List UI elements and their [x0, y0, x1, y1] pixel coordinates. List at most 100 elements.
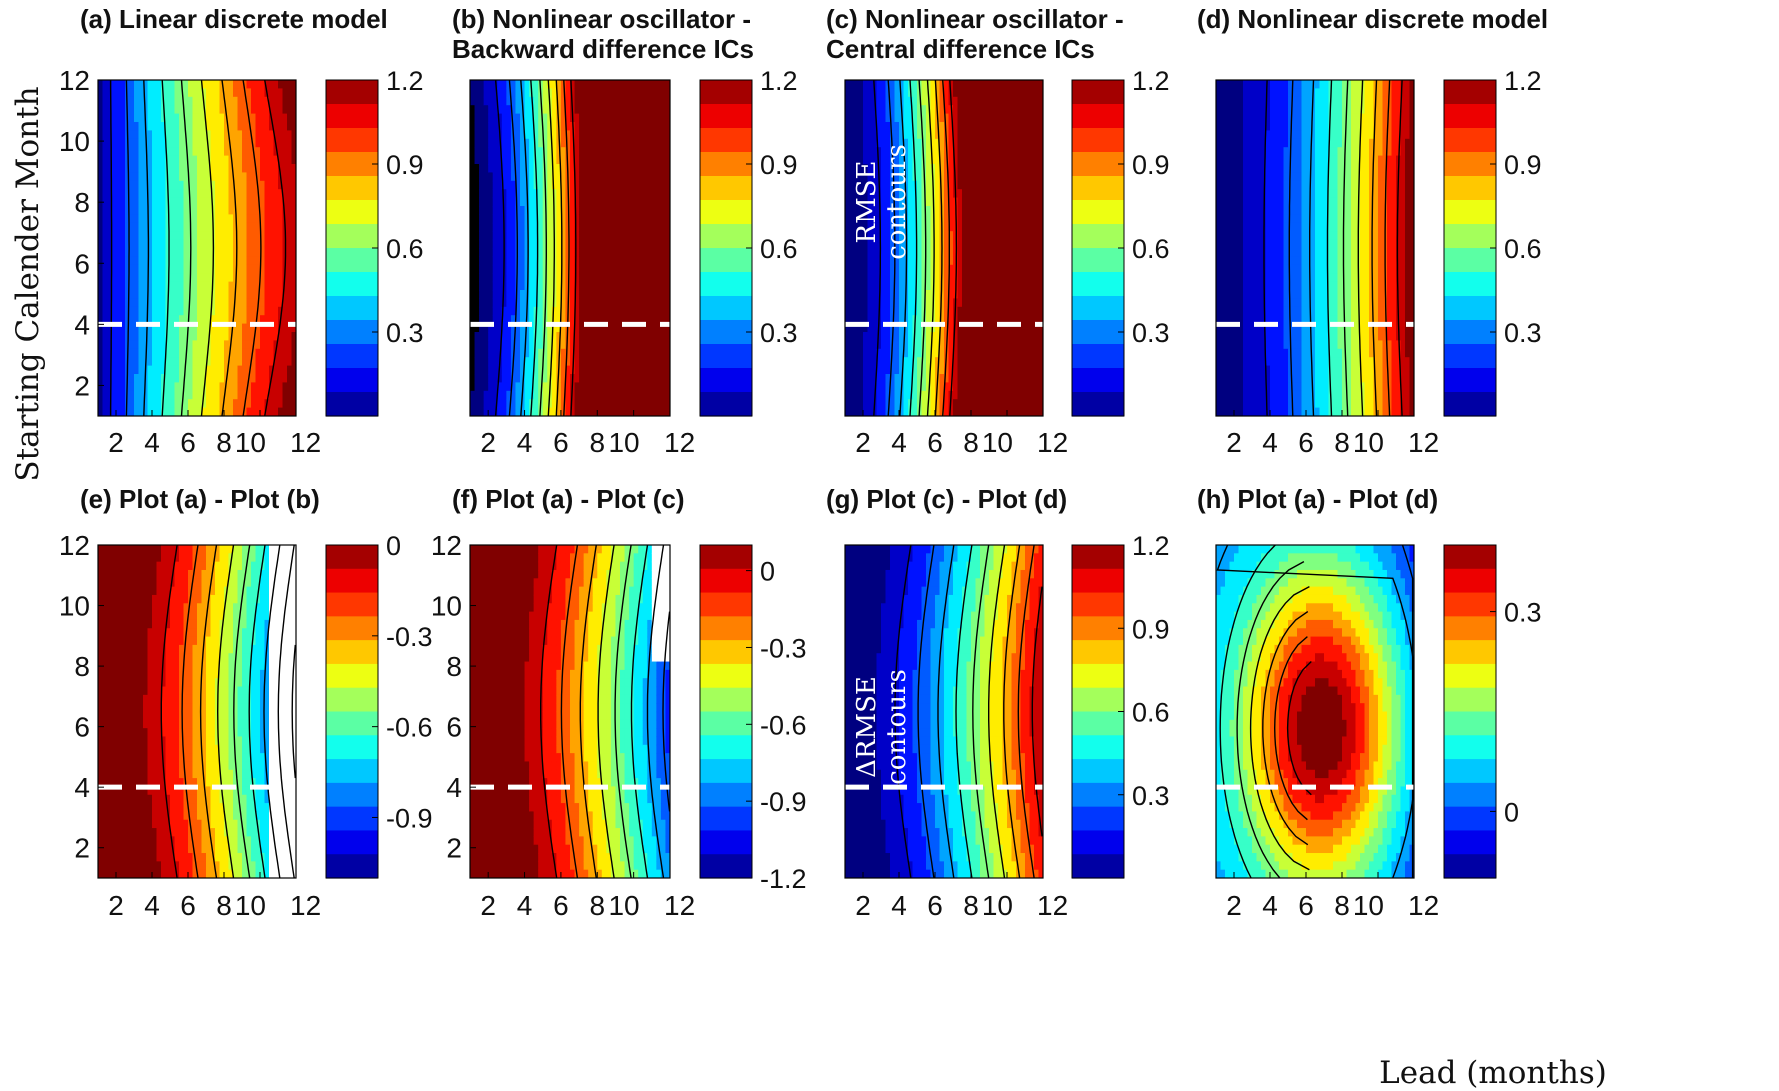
heatmap-cells-b	[470, 80, 670, 416]
colorbar-tick-e-2: -0.6	[386, 713, 433, 743]
x-axis-label: Lead (months)	[1379, 1055, 1607, 1091]
y-tick-e-12: 12	[59, 530, 90, 561]
panel-title-b: (b) Nonlinear oscillator -	[452, 4, 751, 34]
y-tick-e-8: 8	[74, 651, 90, 682]
x-tick-h-12: 12	[1408, 890, 1439, 921]
y-tick-a-8: 8	[74, 187, 90, 218]
x-tick-g-10: 10	[982, 890, 1013, 921]
colorbar-tick-f-0: 0	[760, 557, 775, 587]
x-tick-a-8: 8	[216, 427, 232, 458]
heatmap-cells-f	[470, 545, 670, 878]
x-tick-f-10: 10	[608, 890, 639, 921]
contour-lines-f	[540, 545, 670, 878]
x-tick-b-4: 4	[517, 427, 533, 458]
colorbar-c: 1.2 0.9 0.6 0.3	[1071, 66, 1170, 417]
plot-frame-e	[97, 544, 297, 879]
colorbar-d: 1.2 0.9 0.6 0.3	[1443, 66, 1542, 417]
panel-title-c: Central difference ICs	[826, 34, 1095, 64]
colorbar-f: 0 -0.3 -0.6 -0.9 -1.2	[699, 544, 807, 894]
x-tick-f-8: 8	[589, 890, 605, 921]
heatmap-cells-g	[845, 545, 1043, 878]
x-tick-d-2: 2	[1226, 427, 1242, 458]
x-tick-b-8: 8	[589, 427, 605, 458]
x-tick-d-10: 10	[1353, 427, 1384, 458]
contour-lines-h	[1216, 545, 1414, 878]
plot-frame-d	[1215, 79, 1415, 417]
panel-h: (h) Plot (a) - Plot (d)2 4 6 8 10 120.30	[1197, 484, 1542, 921]
x-tick-e-10: 10	[235, 890, 266, 921]
x-tick-f-4: 4	[517, 890, 533, 921]
panel-c: (c) Nonlinear oscillator -Central differ…	[826, 4, 1170, 458]
x-tick-b-12: 12	[664, 427, 695, 458]
x-tick-b-6: 6	[553, 427, 569, 458]
x-tick-h-10: 10	[1353, 890, 1384, 921]
colorbar-tick-e-3: -0.9	[386, 803, 433, 833]
x-tick-c-4: 4	[891, 427, 907, 458]
x-tick-e-6: 6	[180, 890, 196, 921]
colorbar-tick-d-3: 0.3	[1504, 318, 1542, 348]
colorbar-tick-b-3: 0.3	[760, 318, 798, 348]
colorbar-g: 1.2 0.9 0.6 0.3	[1071, 531, 1170, 879]
contour-lines-e	[160, 545, 296, 878]
y-tick-f-2: 2	[446, 833, 462, 864]
x-tick-g-12: 12	[1037, 890, 1068, 921]
x-tick-g-2: 2	[855, 890, 871, 921]
panel-d: (d) Nonlinear discrete model 2 4 6 8 10 12 1.2 0…	[1197, 4, 1548, 458]
y-tick-f-6: 6	[446, 712, 462, 743]
panel-f: (f) Plot (a) - Plot (c)2 4 6 8 10 12246810120…	[431, 484, 807, 921]
x-tick-e-8: 8	[216, 890, 232, 921]
y-tick-a-6: 6	[74, 248, 90, 279]
plot-frame-f	[469, 544, 671, 879]
y-tick-e-6: 6	[74, 712, 90, 743]
panel-title-e: (e) Plot (a) - Plot (b)	[80, 484, 320, 514]
colorbar-tick-g-3: 0.3	[1132, 781, 1170, 811]
panel-b: (b) Nonlinear oscillator -Backward diffe…	[452, 4, 798, 458]
colorbar-tick-b-0: 1.2	[760, 66, 798, 96]
x-tick-e-12: 12	[290, 890, 321, 921]
x-tick-h-6: 6	[1298, 890, 1314, 921]
colorbar-e: 0 -0.3 -0.6 -0.9	[325, 531, 433, 879]
x-tick-h-8: 8	[1334, 890, 1350, 921]
x-tick-g-8: 8	[963, 890, 979, 921]
x-tick-f-12: 12	[664, 890, 695, 921]
x-tick-d-12: 12	[1408, 427, 1439, 458]
x-tick-a-12: 12	[290, 427, 321, 458]
y-tick-f-12: 12	[431, 530, 462, 561]
colorbar-h: 0.30	[1443, 544, 1542, 879]
x-tick-c-12: 12	[1037, 427, 1068, 458]
x-tick-h-2: 2	[1226, 890, 1242, 921]
colorbar-tick-e-0: 0	[386, 531, 401, 561]
annotation-c: RMSEcontours	[852, 144, 912, 260]
colorbar-tick-g-1: 0.9	[1132, 614, 1170, 644]
x-tick-f-2: 2	[480, 890, 496, 921]
heatmap-cells-e	[98, 545, 296, 878]
y-tick-a-12: 12	[59, 65, 90, 96]
colorbar-tick-a-0: 1.2	[386, 66, 424, 96]
colorbar-tick-e-1: -0.3	[386, 622, 433, 652]
x-tick-e-4: 4	[144, 890, 160, 921]
x-tick-c-6: 6	[927, 427, 943, 458]
colorbar-tick-a-2: 0.6	[386, 234, 424, 264]
panel-title-a: (a) Linear discrete model	[80, 4, 388, 34]
x-tick-a-2: 2	[108, 427, 124, 458]
colorbar-tick-g-2: 0.6	[1132, 698, 1170, 728]
y-tick-a-10: 10	[59, 126, 90, 157]
x-tick-b-10: 10	[608, 427, 639, 458]
colorbar-tick-f-1: -0.3	[760, 633, 807, 663]
colorbar-tick-h-0: 0.3	[1504, 598, 1542, 628]
x-tick-d-6: 6	[1298, 427, 1314, 458]
colorbar-tick-f-4: -1.2	[760, 864, 807, 894]
plot-frame-g	[844, 544, 1044, 879]
colorbar-tick-c-0: 1.2	[1132, 66, 1170, 96]
y-tick-f-8: 8	[446, 651, 462, 682]
colorbar-a: 1.2 0.9 0.6 0.3	[325, 66, 424, 417]
panel-title-b: Backward difference ICs	[452, 34, 754, 64]
colorbar-tick-f-3: -0.9	[760, 787, 807, 817]
contour-lines-g	[894, 545, 1043, 878]
colorbar-tick-f-2: -0.6	[760, 710, 807, 740]
x-tick-a-10: 10	[235, 427, 266, 458]
colorbar-tick-c-3: 0.3	[1132, 318, 1170, 348]
colorbar-tick-b-2: 0.6	[760, 234, 798, 264]
